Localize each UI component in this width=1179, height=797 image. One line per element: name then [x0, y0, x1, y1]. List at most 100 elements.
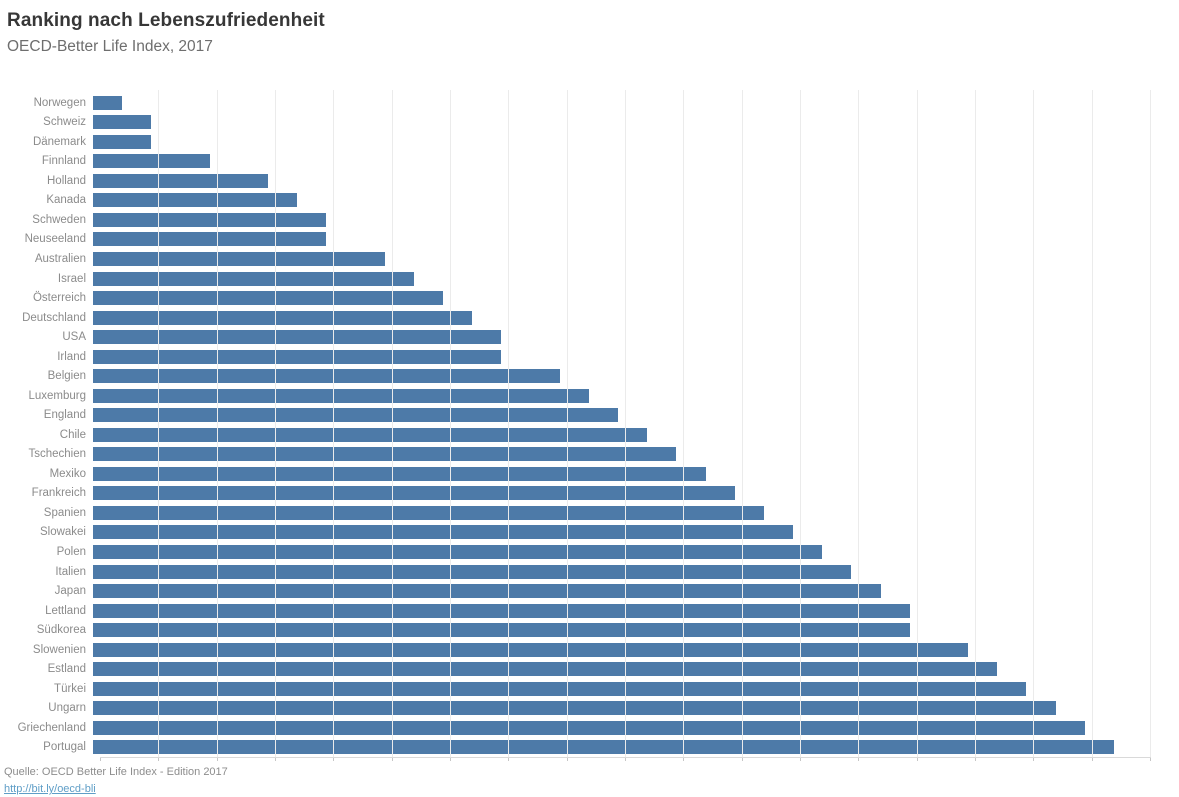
gridline — [800, 90, 801, 757]
bar[interactable] — [93, 115, 152, 130]
bar-row: Frankreich — [0, 484, 1179, 504]
country-label: Polen — [56, 545, 86, 558]
axis-tick — [858, 758, 860, 761]
axis-tick — [1033, 758, 1035, 761]
plot-area: Norwegen Schweiz Dänemark Finnland Holland Ka… — [0, 90, 1179, 762]
bar[interactable] — [93, 291, 443, 306]
axis-tick — [566, 758, 568, 761]
gridline — [1033, 90, 1035, 757]
bar-row: Mexiko — [0, 464, 1179, 484]
axis-tick — [625, 758, 626, 761]
country-label: Portugal — [43, 741, 86, 754]
bar[interactable] — [93, 701, 1056, 716]
bar-row: Holland — [0, 171, 1179, 191]
bar[interactable] — [93, 134, 152, 149]
country-label: England — [43, 409, 86, 422]
bar[interactable] — [93, 544, 823, 559]
bar[interactable] — [93, 271, 414, 286]
bar[interactable] — [93, 95, 123, 110]
bar[interactable] — [93, 584, 881, 599]
gridline — [158, 90, 160, 757]
bar[interactable] — [93, 232, 327, 247]
bar[interactable] — [93, 642, 968, 657]
bar[interactable] — [93, 662, 998, 677]
bar-row: Israel — [0, 269, 1179, 289]
country-label: Australien — [34, 253, 86, 266]
country-label: Spanien — [43, 506, 86, 519]
bar[interactable] — [93, 173, 268, 188]
bar-row: Schweiz — [0, 113, 1179, 133]
country-label: Tschechien — [28, 448, 86, 461]
bar[interactable] — [93, 310, 473, 325]
bar[interactable] — [93, 486, 735, 501]
country-label: USA — [62, 331, 86, 344]
bar-rows: Norwegen Schweiz Dänemark Finnland Holland Ka… — [0, 93, 1179, 757]
gridline — [450, 90, 451, 757]
bar-row: Schweden — [0, 210, 1179, 230]
source-link[interactable]: http://bit.ly/oecd-bli — [4, 783, 96, 795]
bar[interactable] — [93, 330, 502, 345]
bar[interactable] — [93, 466, 706, 481]
axis-tick — [508, 758, 510, 761]
country-label: Lettland — [45, 604, 86, 617]
country-label: Luxemburg — [28, 389, 86, 402]
bar[interactable] — [93, 349, 502, 364]
bar-row: Kanada — [0, 191, 1179, 211]
country-label: Norwegen — [33, 96, 86, 109]
gridline — [566, 90, 568, 757]
bar[interactable] — [93, 623, 910, 638]
gridline — [683, 90, 685, 757]
bar[interactable] — [93, 505, 764, 520]
bar-row: Spanien — [0, 503, 1179, 523]
country-label: Belgien — [47, 370, 86, 383]
chart-subtitle: OECD-Better Life Index, 2017 — [7, 38, 213, 55]
country-label: Chile — [59, 428, 86, 441]
chart-title: Ranking nach Lebenszufriedenheit — [7, 10, 325, 31]
bar-row: Polen — [0, 542, 1179, 562]
gridline — [741, 90, 743, 757]
country-label: Griechenland — [17, 721, 86, 734]
bar-row: Portugal — [0, 738, 1179, 758]
bar-row: Deutschland — [0, 308, 1179, 328]
gridline — [275, 90, 276, 757]
bar[interactable] — [93, 603, 910, 618]
bar[interactable] — [93, 212, 327, 227]
bar[interactable] — [93, 740, 1114, 755]
axis-tick — [1150, 758, 1151, 761]
country-label: Dänemark — [32, 135, 86, 148]
bar-row: Finnland — [0, 152, 1179, 172]
bar[interactable] — [93, 369, 560, 384]
bar-row: Estland — [0, 659, 1179, 679]
country-label: Holland — [47, 174, 86, 187]
axis-tick — [391, 758, 393, 761]
bar-row: Chile — [0, 425, 1179, 445]
bar-row: Ungarn — [0, 698, 1179, 718]
bar[interactable] — [93, 408, 618, 423]
axis-tick — [275, 758, 276, 761]
bar[interactable] — [93, 525, 793, 540]
bar[interactable] — [93, 447, 677, 462]
bar-row: England — [0, 406, 1179, 426]
bar[interactable] — [93, 193, 298, 208]
bar[interactable] — [93, 681, 1027, 696]
country-label: Mexiko — [49, 467, 86, 480]
bar[interactable] — [93, 564, 852, 579]
gridline — [916, 90, 918, 757]
country-label: Türkei — [54, 682, 86, 695]
bar-row: Lettland — [0, 601, 1179, 621]
axis-tick — [1091, 758, 1093, 761]
bar-row: Südkorea — [0, 620, 1179, 640]
bar-row: Neuseeland — [0, 230, 1179, 250]
bar[interactable] — [93, 720, 1085, 735]
bar[interactable] — [93, 427, 648, 442]
bar-row: Tschechien — [0, 445, 1179, 465]
axis-tick — [975, 758, 976, 761]
country-label: Österreich — [32, 292, 86, 305]
axis-tick — [216, 758, 218, 761]
bar-row: Australien — [0, 249, 1179, 269]
bar[interactable] — [93, 252, 385, 267]
bar[interactable] — [93, 388, 589, 403]
bar[interactable] — [93, 154, 210, 169]
bar-row: Griechenland — [0, 718, 1179, 738]
